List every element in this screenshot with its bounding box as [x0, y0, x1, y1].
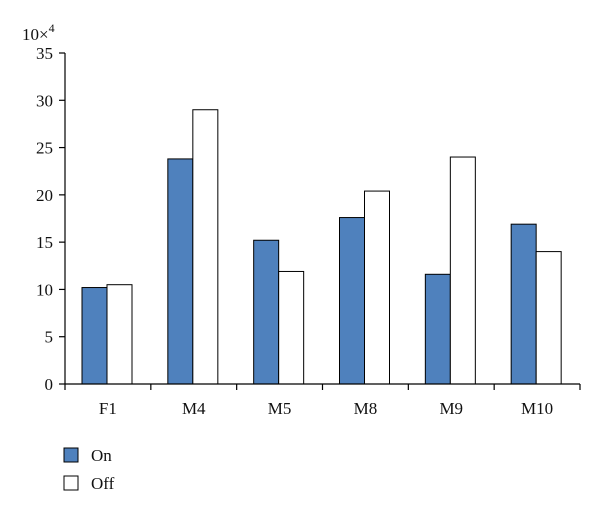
x-tick-label: M9: [439, 399, 463, 418]
bar-off-m8: [364, 190, 390, 385]
bar-on-f1: [81, 287, 108, 385]
x-tick-label: M5: [268, 399, 292, 418]
axes-group: [64, 53, 580, 385]
y-tick-label: 15: [36, 233, 53, 252]
x-tick-label: M8: [354, 399, 378, 418]
y-tick-label: 10: [36, 280, 53, 299]
x-ticks-group: F1 M4 M5 M8 M9 M10: [64, 384, 581, 418]
legend-swatch-off: [63, 475, 79, 491]
legend: On Off: [63, 446, 115, 493]
bar-off-m9: [449, 156, 476, 385]
bar-on-m10: [510, 223, 537, 385]
bar-on-m9: [424, 273, 451, 385]
bar-off-m10: [535, 251, 562, 385]
bar-off-m5: [278, 270, 305, 385]
y-tick-label: 30: [36, 91, 53, 110]
legend-label-on: On: [91, 446, 112, 465]
bar-off-f1: [106, 284, 133, 385]
x-tick-label: M4: [182, 399, 206, 418]
bars-group: [81, 109, 562, 385]
y-tick-label: 35: [36, 44, 53, 63]
bar-on-m5: [253, 239, 280, 385]
bar-off-m4: [192, 109, 219, 385]
y-tick-label: 25: [36, 139, 53, 158]
legend-swatch-on: [63, 447, 79, 463]
legend-label-off: Off: [91, 474, 115, 493]
y-tick-label: 20: [36, 186, 53, 205]
y-axis-multiplier: 10×4: [22, 21, 55, 44]
y-tick-label: 5: [45, 328, 54, 347]
bar-on-m8: [339, 217, 365, 385]
y-ticks-group: 0 5 10 15 20 25 30 35: [36, 44, 65, 394]
x-tick-label: F1: [99, 399, 117, 418]
bar-on-m4: [167, 158, 194, 385]
y-tick-label: 0: [45, 375, 54, 394]
x-tick-label: M10: [521, 399, 553, 418]
